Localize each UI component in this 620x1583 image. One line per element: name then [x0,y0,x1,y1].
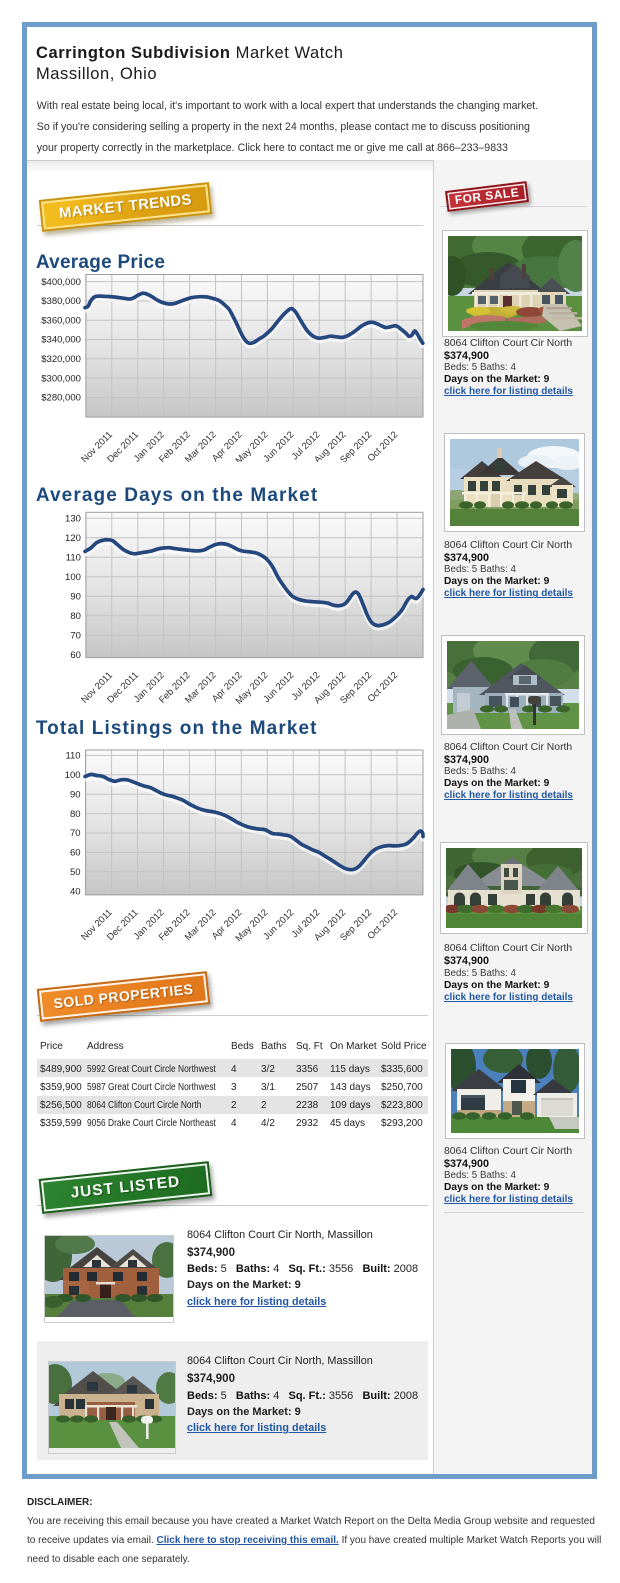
svg-text:70: 70 [70,631,81,642]
svg-text:40: 40 [70,886,81,897]
svg-text:110: 110 [66,553,81,564]
svg-text:$380,000: $380,000 [41,296,81,307]
svg-text:120: 120 [65,533,81,544]
svg-text:90: 90 [70,592,81,603]
svg-text:130: 130 [65,514,81,525]
svg-text:80: 80 [70,809,81,820]
svg-text:$280,000: $280,000 [41,393,81,404]
svg-text:90: 90 [70,789,81,800]
svg-text:$320,000: $320,000 [41,354,81,365]
svg-text:$400,000: $400,000 [41,277,81,288]
svg-text:$300,000: $300,000 [41,373,81,384]
svg-text:100: 100 [65,770,81,781]
svg-text:$360,000: $360,000 [41,315,81,326]
svg-text:70: 70 [70,828,81,839]
svg-text:100: 100 [65,572,81,583]
svg-text:110: 110 [65,751,80,762]
svg-text:$340,000: $340,000 [41,335,81,346]
svg-text:50: 50 [70,867,81,878]
svg-text:60: 60 [70,848,81,859]
svg-text:80: 80 [70,611,81,622]
svg-text:60: 60 [70,650,81,661]
